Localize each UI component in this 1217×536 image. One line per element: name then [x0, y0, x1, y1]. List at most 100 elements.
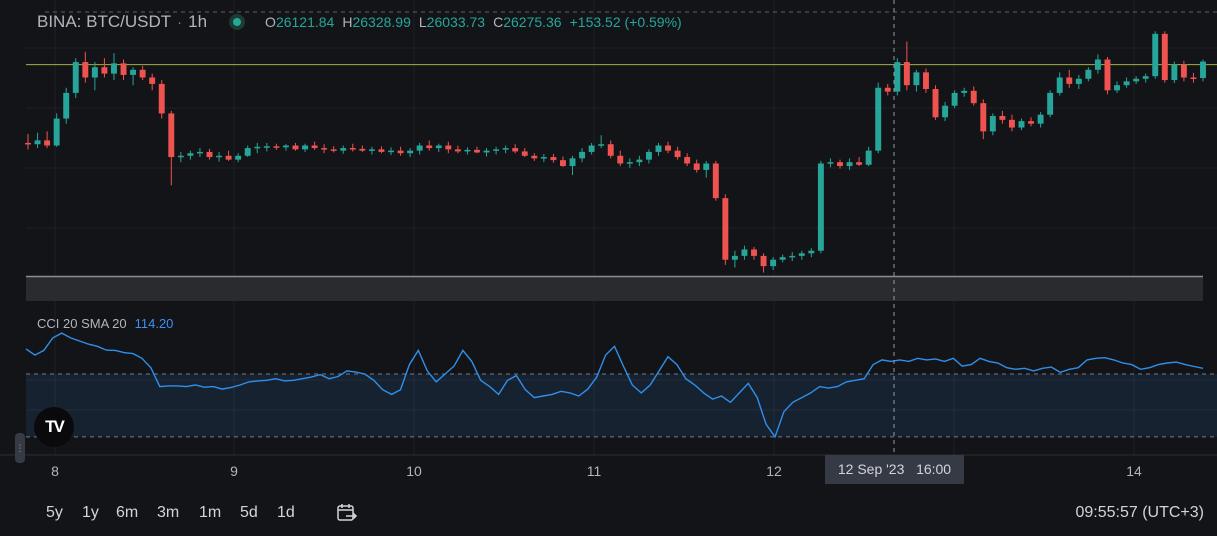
candle-body	[435, 145, 442, 149]
candle-body	[789, 255, 796, 258]
range-1d-button[interactable]: 1d	[277, 504, 295, 521]
candle-body	[540, 157, 547, 159]
candle-body	[712, 163, 719, 199]
candle-body	[282, 145, 289, 148]
range-6m-button[interactable]: 6m	[116, 504, 139, 521]
candle-body	[34, 140, 41, 145]
candle-body	[235, 155, 242, 160]
candle-body	[359, 148, 366, 151]
candle-body	[321, 148, 328, 150]
candle-body	[770, 259, 777, 267]
change-value: +153.52 (+0.59%)	[569, 14, 682, 30]
candle-body	[798, 253, 805, 256]
open-value: 26121.84	[275, 14, 335, 30]
candle-body	[665, 145, 672, 151]
indicator-name[interactable]: CCI 20 SMA 20	[37, 316, 127, 331]
candle-body	[273, 146, 280, 148]
candle-body	[302, 145, 308, 150]
candle-body	[856, 162, 863, 165]
calendar-go-to-icon[interactable]	[336, 502, 358, 524]
panel-handle-icon[interactable]: ⋮	[15, 433, 25, 463]
candle-body	[311, 145, 318, 149]
x-tick-label: 11	[586, 463, 602, 479]
crosshair-time: 16:00	[916, 461, 952, 477]
candle-body	[779, 257, 786, 260]
timeframe-label[interactable]: 1h	[188, 12, 208, 31]
pane-separator	[26, 276, 1203, 301]
crosshair-time-label: 12 Sep '23 16:00	[825, 455, 964, 484]
candle-body	[91, 67, 98, 78]
range-3m-button[interactable]: 3m	[157, 504, 180, 521]
indicator-value: 114.20	[134, 316, 174, 331]
candle-body	[1200, 61, 1206, 78]
candle-body	[82, 62, 89, 78]
candle-body	[1094, 59, 1101, 70]
candle-body	[626, 162, 633, 164]
candle-body	[1047, 92, 1054, 115]
candle-body	[579, 151, 586, 159]
candle-body	[445, 145, 452, 150]
range-1y-button[interactable]: 1y	[82, 504, 99, 521]
candle-body	[569, 158, 576, 167]
x-tick-label: 9	[230, 463, 238, 479]
high-label: H	[342, 14, 353, 30]
bottom-toolbar: 5y 1y 6m 3m 1m 5d 1d 09:55:57 (UTC+3)	[0, 490, 1217, 536]
candle-body	[588, 145, 595, 152]
candle-body	[550, 157, 557, 161]
clock-label[interactable]: 09:55:57 (UTC+3)	[1075, 504, 1204, 521]
candle-body	[53, 118, 60, 146]
range-1m-button[interactable]: 1m	[199, 504, 222, 521]
candle-body	[1037, 114, 1044, 124]
candle-body	[263, 146, 270, 148]
high-value: 26328.99	[352, 14, 411, 30]
candle-body	[330, 149, 337, 151]
cci-series-line	[25, 332, 1204, 439]
candle-body	[894, 62, 901, 92]
candle-body	[1133, 78, 1140, 82]
candle-body	[559, 160, 566, 167]
candle-body	[1018, 121, 1025, 128]
cci-band-fill	[26, 374, 1217, 437]
candle-body	[63, 92, 70, 119]
candle-body	[483, 150, 490, 153]
candle-body	[731, 255, 738, 260]
candle-body	[388, 150, 394, 153]
candle-body	[1066, 77, 1073, 84]
open-label: O	[265, 14, 276, 30]
x-tick-label: 10	[406, 463, 422, 479]
candle-body	[598, 144, 605, 146]
candle-body	[645, 151, 652, 160]
candle-body	[493, 149, 500, 151]
symbol-name[interactable]: BINA: BTC/USDT	[37, 12, 172, 31]
candle-body	[636, 159, 643, 163]
candle-body	[1161, 33, 1168, 81]
tradingview-logo[interactable]: TV	[34, 407, 74, 447]
candle-body	[989, 115, 996, 132]
candle-body	[120, 63, 127, 75]
candle-body	[44, 140, 51, 146]
candle-body	[349, 148, 356, 150]
indicator-legend[interactable]: CCI 20 SMA 20 114.20	[37, 316, 173, 331]
candle-body	[139, 69, 146, 78]
candle-body	[999, 115, 1006, 120]
candle-body	[1171, 64, 1178, 81]
candle-body	[25, 142, 31, 145]
candle-body	[817, 163, 824, 251]
candle-body	[865, 150, 872, 165]
candle-body	[693, 163, 700, 170]
candle-body	[1028, 121, 1035, 124]
candle-body	[426, 145, 433, 149]
candle-body	[111, 63, 117, 74]
candle-body	[521, 151, 528, 156]
candle-body	[617, 155, 624, 164]
range-5d-button[interactable]: 5d	[240, 504, 258, 521]
close-value: 26275.36	[503, 14, 562, 30]
candle-body	[101, 67, 108, 74]
candle-body	[875, 87, 882, 151]
close-label: C	[493, 14, 504, 30]
candle-body	[225, 155, 232, 160]
candle-body	[970, 90, 977, 104]
range-5y-button[interactable]: 5y	[46, 504, 63, 521]
